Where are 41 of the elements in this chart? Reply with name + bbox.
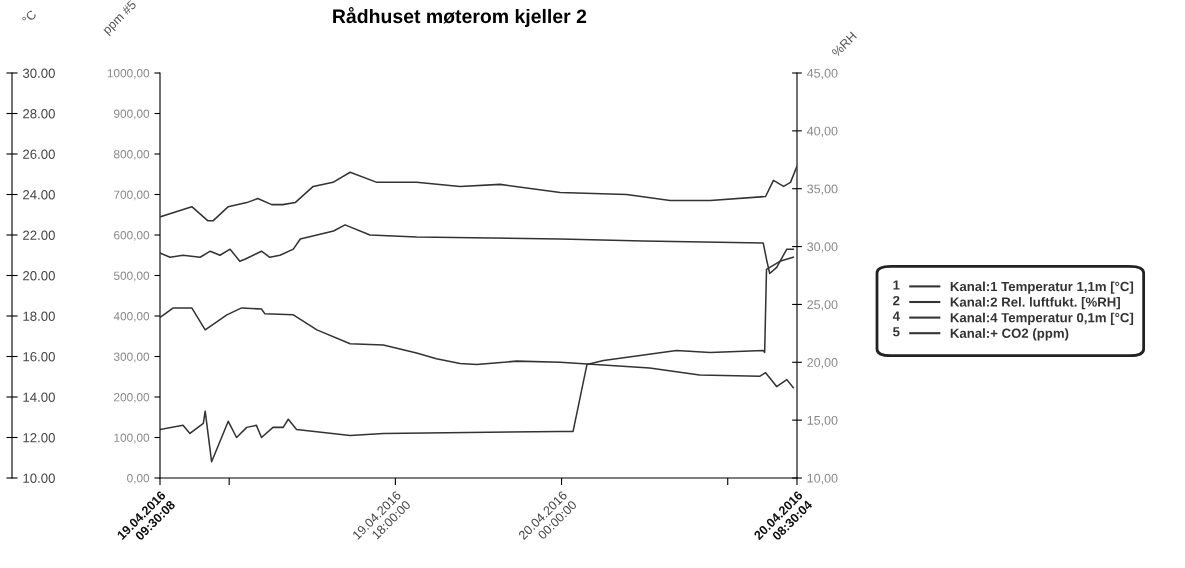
- y2-tick-label: 45,00: [807, 68, 838, 80]
- text: 4: [892, 311, 900, 321]
- y2-tick-label: 20,00: [807, 358, 838, 369]
- y2-tick-label: 25,00: [807, 300, 838, 311]
- y-tick-label: 800,00: [113, 150, 150, 160]
- y-tick-label: 600,00: [114, 231, 150, 241]
- text: 1: [893, 280, 900, 290]
- y-tick-label: 1000,00: [107, 69, 150, 79]
- legend-label: Kanal:1 Temperatur 1,1m [°C]: [950, 281, 1134, 294]
- line-series: [160, 165, 797, 222]
- y2-tick-label: 40,00: [807, 126, 838, 137]
- y3-tick-label: 12.00: [23, 433, 55, 443]
- y2-tick-label: 10,00: [807, 473, 838, 485]
- y-tick-label: 400,00: [113, 312, 150, 322]
- text: 5: [893, 327, 900, 337]
- y3-tick-label: 18.00: [23, 311, 55, 321]
- y2-tick-label: 30,00: [807, 242, 838, 253]
- legend-label: Kanal:2 Rel. luftfukt. [%RH]: [950, 297, 1120, 310]
- y3-tick-label: 14.00: [23, 392, 55, 402]
- y3-tick-label: 28.00: [23, 109, 55, 119]
- y2-tick-label: 35,00: [807, 184, 838, 195]
- y3-tick-label: 10.00: [23, 473, 55, 483]
- y-tick-label: 500,00: [113, 271, 150, 282]
- y-tick-label: 100,00: [114, 433, 150, 444]
- text: 2: [893, 295, 900, 306]
- y3-tick-label: 16.00: [23, 352, 55, 362]
- chart-title: Rådhuset møterom kjeller 2: [333, 7, 587, 28]
- y3-tick-label: 20.00: [23, 271, 55, 281]
- y-tick-label: 0,00: [127, 474, 150, 484]
- y3-tick-label: 22.00: [23, 230, 55, 240]
- y2-tick-label: 15,00: [807, 415, 838, 427]
- y-tick-label: 300,00: [113, 352, 150, 363]
- y-tick-label: 700,00: [114, 190, 150, 201]
- legend-label: Kanal:+ CO2 (ppm): [950, 328, 1069, 341]
- y-tick-label: 200,00: [114, 393, 150, 403]
- y3-axis-title: °C: [21, 9, 37, 25]
- y3-tick-label: 26.00: [23, 149, 55, 159]
- y-tick-label: 900,00: [114, 109, 150, 120]
- y3-tick-label: 24.00: [23, 190, 55, 200]
- legend-label: Kanal:4 Temperatur 0,1m [°C]: [950, 312, 1134, 325]
- y3-tick-label: 30.00: [22, 68, 55, 78]
